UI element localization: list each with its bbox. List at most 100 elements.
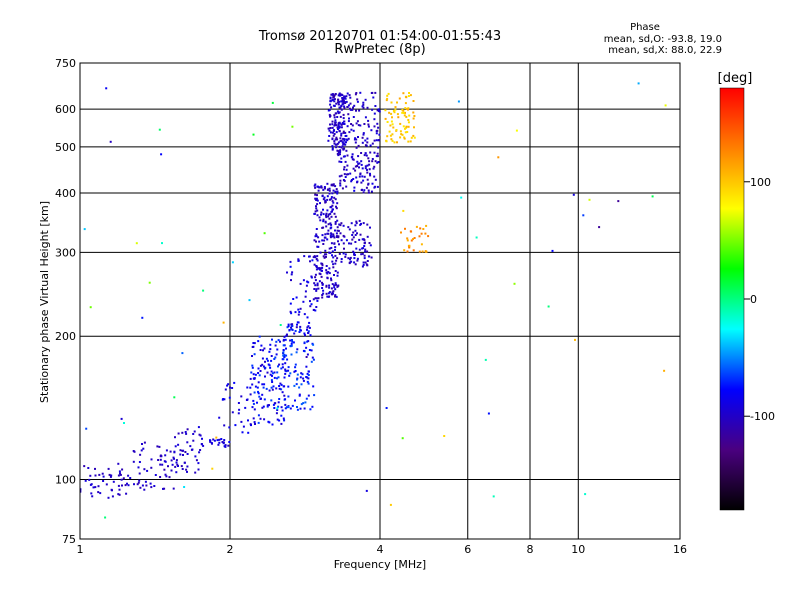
data-point xyxy=(321,239,324,242)
data-point xyxy=(289,310,292,313)
data-point xyxy=(313,282,316,285)
data-point xyxy=(373,118,376,121)
data-point xyxy=(327,271,330,273)
data-point xyxy=(277,401,280,404)
data-point xyxy=(277,405,280,408)
data-point xyxy=(289,339,292,342)
data-point xyxy=(330,287,333,290)
data-point xyxy=(308,321,311,324)
data-point xyxy=(211,467,214,470)
data-point xyxy=(344,102,347,104)
data-point xyxy=(277,365,279,368)
data-point xyxy=(338,100,340,103)
data-point xyxy=(281,391,284,394)
data-point xyxy=(164,460,167,463)
data-point xyxy=(150,458,153,461)
data-point xyxy=(281,363,284,366)
data-point xyxy=(328,286,331,289)
data-point xyxy=(334,254,337,257)
data-point xyxy=(328,247,331,250)
data-point xyxy=(333,116,336,119)
data-point xyxy=(282,351,285,354)
data-point xyxy=(322,198,325,201)
data-point xyxy=(377,146,380,149)
data-point xyxy=(367,255,370,258)
data-point xyxy=(343,173,346,176)
data-point xyxy=(173,396,176,399)
data-point xyxy=(313,239,316,242)
data-point xyxy=(271,388,274,391)
data-point xyxy=(249,386,252,389)
data-point xyxy=(318,267,321,270)
data-point xyxy=(325,213,328,216)
data-point xyxy=(335,146,338,149)
data-point xyxy=(422,228,425,230)
colorbar-tick-label: 0 xyxy=(750,293,757,306)
data-point xyxy=(165,449,168,452)
data-point xyxy=(94,486,97,489)
data-point xyxy=(300,372,303,375)
data-point xyxy=(262,386,265,389)
data-point xyxy=(333,98,336,101)
data-point xyxy=(424,232,427,235)
data-point xyxy=(342,113,345,116)
data-point xyxy=(269,343,272,346)
data-point xyxy=(407,125,410,128)
data-point xyxy=(284,338,287,341)
data-point xyxy=(354,165,357,168)
data-point xyxy=(314,279,317,282)
data-point xyxy=(161,463,164,466)
data-point xyxy=(356,232,358,235)
data-point xyxy=(326,276,329,279)
data-point xyxy=(305,397,308,400)
data-point xyxy=(391,123,394,126)
data-point xyxy=(94,474,97,477)
data-point xyxy=(305,376,308,378)
data-point xyxy=(307,340,310,343)
data-point xyxy=(260,397,262,400)
colorbar xyxy=(719,87,745,511)
data-point xyxy=(333,94,336,97)
data-point xyxy=(334,215,337,218)
data-point xyxy=(313,288,316,290)
data-point xyxy=(292,298,295,300)
data-point xyxy=(218,438,221,441)
data-point xyxy=(173,457,175,460)
data-point xyxy=(295,351,298,354)
data-point xyxy=(328,291,331,294)
data-point xyxy=(322,289,325,292)
data-point xyxy=(280,388,283,391)
y-tick-label: 600 xyxy=(55,103,76,116)
data-point xyxy=(181,449,184,452)
data-point xyxy=(376,152,379,155)
data-point xyxy=(329,236,332,239)
data-point xyxy=(413,237,416,239)
data-point xyxy=(183,486,186,488)
data-point xyxy=(327,139,330,142)
data-point xyxy=(407,121,410,124)
data-point xyxy=(279,382,282,385)
data-point xyxy=(343,107,346,110)
data-point xyxy=(348,107,351,110)
data-point xyxy=(364,152,367,155)
data-point xyxy=(418,250,421,253)
data-point xyxy=(361,238,364,241)
data-point xyxy=(344,255,347,258)
data-point xyxy=(406,250,409,253)
data-point xyxy=(341,100,344,103)
data-point xyxy=(263,418,266,421)
data-point xyxy=(330,106,333,109)
data-point xyxy=(306,326,309,329)
data-point xyxy=(303,255,306,258)
data-point xyxy=(319,251,322,254)
data-point xyxy=(328,135,331,137)
data-point xyxy=(310,275,313,278)
data-point xyxy=(275,340,278,343)
data-point xyxy=(342,130,345,133)
data-point xyxy=(268,421,271,424)
data-point xyxy=(186,428,189,431)
data-point xyxy=(281,409,284,412)
data-point xyxy=(350,260,353,263)
data-point xyxy=(285,406,288,409)
data-point xyxy=(331,210,333,213)
